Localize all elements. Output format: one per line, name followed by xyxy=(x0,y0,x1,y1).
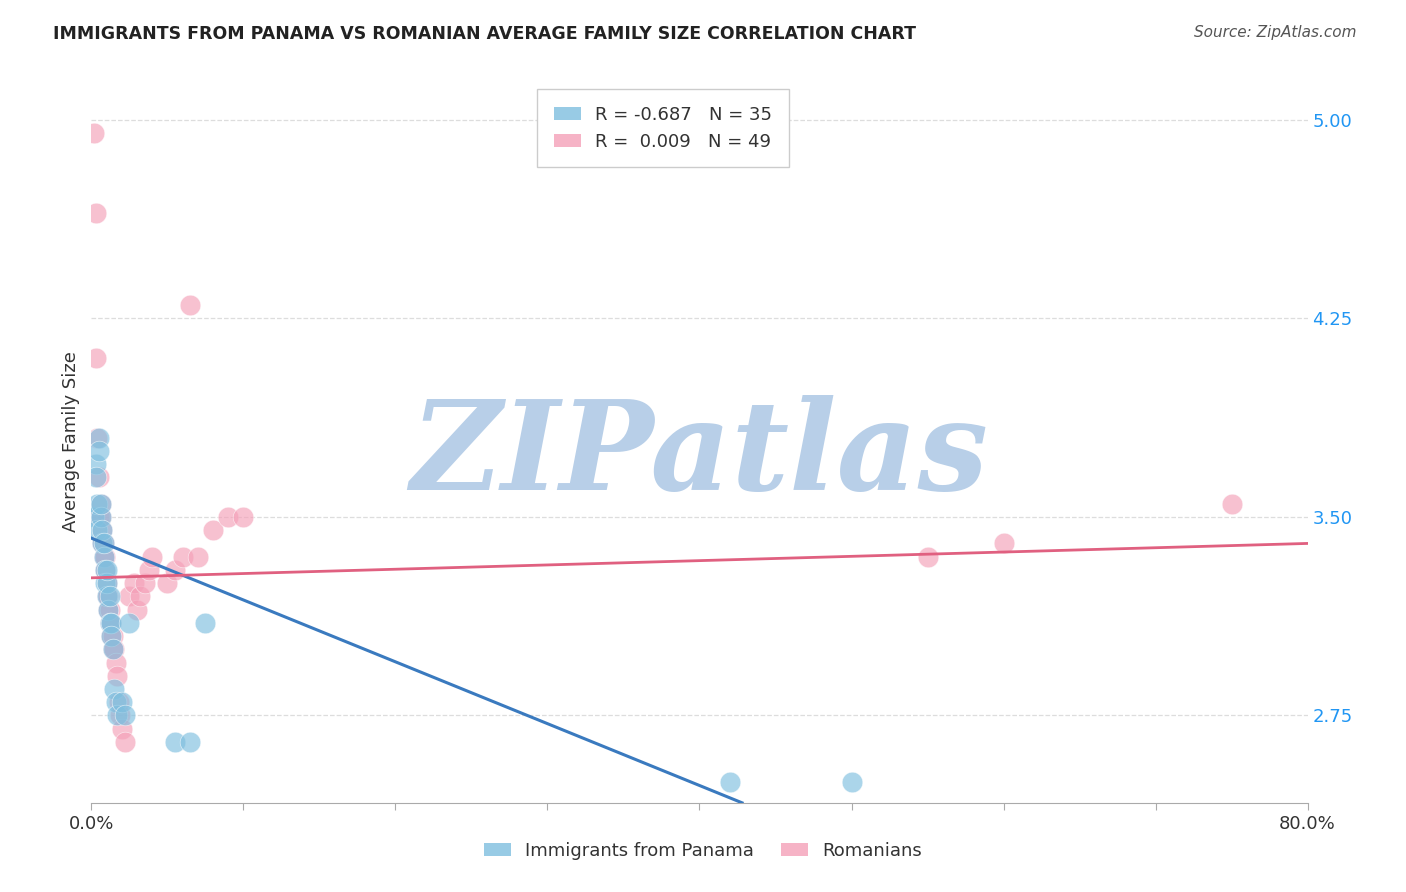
Romanians xyxy=(84,351,107,366)
Immigrants from Panama xyxy=(84,457,107,471)
Romanians xyxy=(97,602,120,616)
Romanians xyxy=(101,642,124,657)
Romanians xyxy=(87,470,110,484)
Immigrants from Panama xyxy=(91,536,114,550)
Immigrants from Panama xyxy=(103,681,125,696)
Romanians xyxy=(96,576,118,591)
Immigrants from Panama xyxy=(97,602,120,616)
Immigrants from Panama xyxy=(104,695,127,709)
Romanians xyxy=(91,536,114,550)
Romanians xyxy=(1220,497,1243,511)
Romanians xyxy=(94,563,117,577)
Romanians xyxy=(100,615,122,630)
Immigrants from Panama xyxy=(96,576,118,591)
Romanians xyxy=(114,735,136,749)
Romanians xyxy=(179,298,201,312)
Romanians xyxy=(187,549,209,564)
Romanians xyxy=(89,510,111,524)
Immigrants from Panama xyxy=(96,563,118,577)
Text: Source: ZipAtlas.com: Source: ZipAtlas.com xyxy=(1194,25,1357,40)
Romanians xyxy=(105,669,128,683)
Romanians xyxy=(232,510,254,524)
Immigrants from Panama xyxy=(98,590,121,604)
Immigrants from Panama xyxy=(86,523,108,537)
Immigrants from Panama xyxy=(841,774,863,789)
Y-axis label: Average Family Size: Average Family Size xyxy=(62,351,80,532)
Immigrants from Panama xyxy=(93,536,115,550)
Romanians xyxy=(107,695,129,709)
Legend: Immigrants from Panama, Romanians: Immigrants from Panama, Romanians xyxy=(477,835,929,867)
Immigrants from Panama xyxy=(105,708,128,723)
Immigrants from Panama xyxy=(96,590,118,604)
Romanians xyxy=(125,602,148,616)
Romanians xyxy=(103,642,125,657)
Romanians xyxy=(917,549,939,564)
Immigrants from Panama xyxy=(83,510,105,524)
Immigrants from Panama xyxy=(718,774,741,789)
Legend: R = -0.687   N = 35, R =  0.009   N = 49: R = -0.687 N = 35, R = 0.009 N = 49 xyxy=(537,89,789,167)
Immigrants from Panama xyxy=(93,549,115,564)
Immigrants from Panama xyxy=(111,695,134,709)
Romanians xyxy=(86,431,108,445)
Romanians xyxy=(91,523,114,537)
Romanians xyxy=(87,510,110,524)
Immigrants from Panama xyxy=(98,615,121,630)
Romanians xyxy=(98,615,121,630)
Text: ZIPatlas: ZIPatlas xyxy=(411,395,988,516)
Romanians xyxy=(134,576,156,591)
Romanians xyxy=(118,590,141,604)
Romanians xyxy=(129,590,152,604)
Romanians xyxy=(110,708,132,723)
Immigrants from Panama xyxy=(87,443,110,458)
Romanians xyxy=(94,549,117,564)
Romanians xyxy=(217,510,239,524)
Romanians xyxy=(163,563,186,577)
Immigrants from Panama xyxy=(179,735,201,749)
Romanians xyxy=(111,722,134,736)
Immigrants from Panama xyxy=(194,615,217,630)
Immigrants from Panama xyxy=(94,563,117,577)
Romanians xyxy=(141,549,163,564)
Immigrants from Panama xyxy=(118,615,141,630)
Immigrants from Panama xyxy=(114,708,136,723)
Immigrants from Panama xyxy=(94,576,117,591)
Romanians xyxy=(101,629,124,643)
Romanians xyxy=(993,536,1015,550)
Immigrants from Panama xyxy=(91,523,114,537)
Romanians xyxy=(138,563,160,577)
Romanians xyxy=(84,205,107,219)
Romanians xyxy=(172,549,194,564)
Immigrants from Panama xyxy=(89,497,111,511)
Immigrants from Panama xyxy=(101,642,124,657)
Immigrants from Panama xyxy=(86,497,108,511)
Romanians xyxy=(93,549,115,564)
Romanians xyxy=(83,126,105,140)
Immigrants from Panama xyxy=(84,470,107,484)
Immigrants from Panama xyxy=(163,735,186,749)
Romanians xyxy=(97,590,120,604)
Romanians xyxy=(202,523,225,537)
Romanians xyxy=(122,576,145,591)
Romanians xyxy=(98,602,121,616)
Romanians xyxy=(156,576,179,591)
Immigrants from Panama xyxy=(100,615,122,630)
Romanians xyxy=(89,497,111,511)
Text: IMMIGRANTS FROM PANAMA VS ROMANIAN AVERAGE FAMILY SIZE CORRELATION CHART: IMMIGRANTS FROM PANAMA VS ROMANIAN AVERA… xyxy=(53,25,917,43)
Immigrants from Panama xyxy=(87,431,110,445)
Romanians xyxy=(100,629,122,643)
Romanians xyxy=(104,656,127,670)
Immigrants from Panama xyxy=(100,629,122,643)
Romanians xyxy=(93,536,115,550)
Immigrants from Panama xyxy=(89,510,111,524)
Romanians xyxy=(96,590,118,604)
